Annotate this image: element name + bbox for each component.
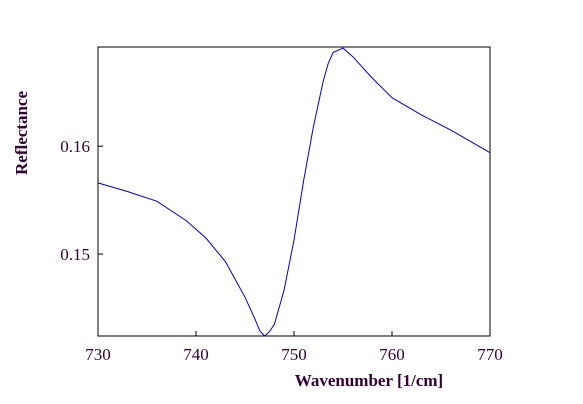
- x-axis-label: Wavenumber [1/cm]: [295, 371, 443, 390]
- plot-frame: [97, 46, 491, 337]
- x-tick-label: 770: [477, 345, 503, 364]
- y-tick-label: 0.15: [60, 245, 90, 264]
- y-axis-label: Reflectance: [12, 91, 31, 175]
- data-line: [97, 47, 491, 337]
- x-tick-label: 730: [85, 345, 111, 364]
- y-tick-label: 0.16: [60, 137, 90, 156]
- x-tick-label: 760: [379, 345, 405, 364]
- x-tick-label: 750: [281, 345, 307, 364]
- x-tick-label: 740: [183, 345, 209, 364]
